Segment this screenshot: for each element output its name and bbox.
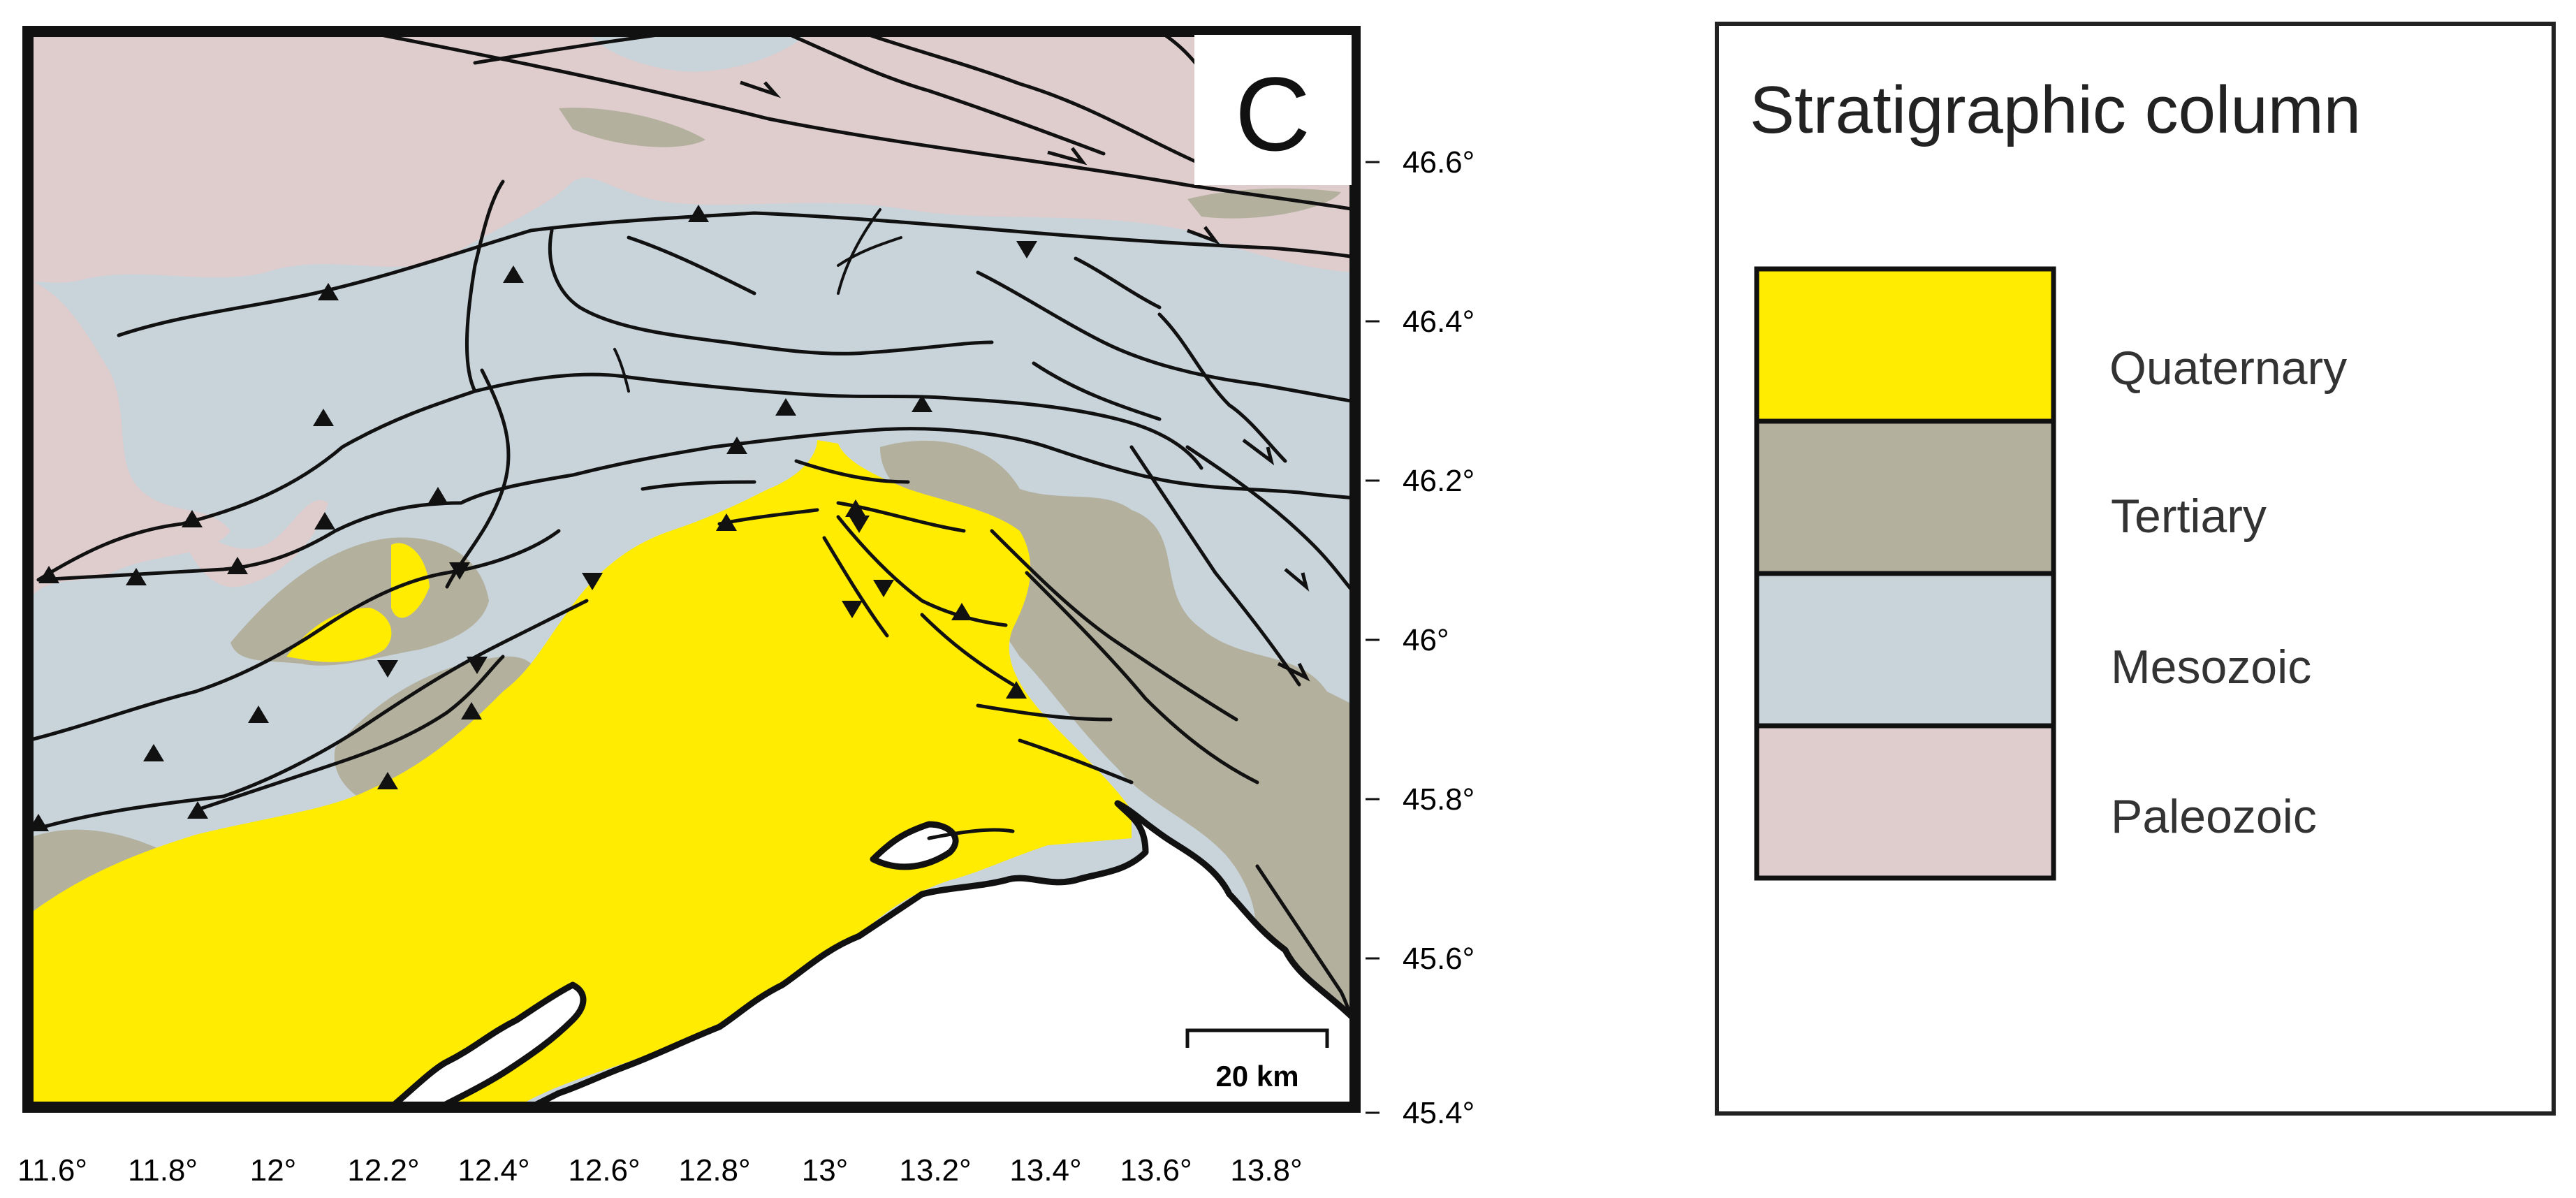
- lat-tick-label: 46.4°: [1403, 305, 1474, 339]
- lat-tick-label: 45.8°: [1403, 782, 1474, 817]
- legend-label-mesozoic: Mesozoic: [2111, 641, 2311, 694]
- geologic-map: [28, 31, 1355, 1107]
- paleozoic-area: [28, 31, 1355, 283]
- lon-tick-label: 11.8°: [128, 1153, 198, 1188]
- scale-bar-label: 20 km: [1215, 1060, 1298, 1093]
- lon-tick-label: 12°: [250, 1153, 297, 1188]
- scale-bar: 20 km: [1185, 1028, 1329, 1093]
- lat-tick-label: 46°: [1403, 623, 1449, 657]
- lon-tick-label: 11.6°: [17, 1153, 87, 1188]
- lat-tick-label: 46.6°: [1403, 145, 1474, 180]
- panel-letter: C: [1235, 55, 1310, 173]
- legend-swatch-quaternary: [1754, 266, 2056, 424]
- tertiary-lens-north-east: [1187, 188, 1341, 219]
- quaternary-inlet: [286, 608, 392, 662]
- lon-tick-label: 12.6°: [568, 1153, 640, 1188]
- longitude-axis: 11.6° 11.8° 12° 12.2° 12.4° 12.6° 12.8° …: [17, 1153, 1303, 1188]
- quaternary-lens: [391, 543, 430, 618]
- fault-lines: [28, 31, 1355, 1029]
- lagoon-venice[interactable]: [388, 981, 587, 1107]
- legend-swatch-paleozoic: [1754, 723, 2056, 881]
- legend-label-quaternary: Quaternary: [2109, 342, 2347, 395]
- lat-tick-label: 45.4°: [1403, 1096, 1474, 1130]
- lon-tick-label: 12.2°: [347, 1153, 419, 1188]
- lon-tick-label: 13.4°: [1009, 1153, 1081, 1188]
- legend-title: Stratigraphic column: [1750, 73, 2361, 147]
- lagoon-grado[interactable]: [870, 821, 959, 870]
- tertiary-lens-north: [559, 108, 705, 147]
- stratigraphic-legend: Stratigraphic column Quaternary Tertiary…: [1715, 22, 2556, 1116]
- legend-label-paleozoic: Paleozoic: [2111, 790, 2317, 843]
- thrust-triangles: [28, 205, 1037, 831]
- legend-swatch-tertiary: [1754, 418, 2056, 576]
- strike-slip-arrows: [740, 80, 1310, 682]
- lon-tick-label: 12.4°: [458, 1153, 529, 1188]
- lon-tick-label: 13.2°: [899, 1153, 971, 1188]
- lat-tick-label: 45.6°: [1403, 942, 1474, 976]
- lon-tick-label: 12.8°: [678, 1153, 750, 1188]
- legend-swatch-mesozoic: [1754, 571, 2056, 729]
- mesozoic-lens-north: [587, 31, 810, 72]
- paleozoic-area-west-2: [175, 499, 328, 587]
- panel-letter-box: [1194, 35, 1352, 185]
- latitude-axis: 46.6° 46.4° 46.2° 46° 45.8° 45.6° 45.4°: [1366, 145, 1474, 1130]
- adriatic-sea[interactable]: [527, 800, 1355, 1107]
- lon-tick-label: 13.8°: [1230, 1153, 1302, 1188]
- legend-label-tertiary: Tertiary: [2111, 490, 2267, 543]
- lon-tick-label: 13.6°: [1120, 1153, 1192, 1188]
- lat-tick-label: 46.2°: [1403, 464, 1474, 498]
- lon-tick-label: 13°: [802, 1153, 849, 1188]
- map-frame: [22, 26, 1361, 1113]
